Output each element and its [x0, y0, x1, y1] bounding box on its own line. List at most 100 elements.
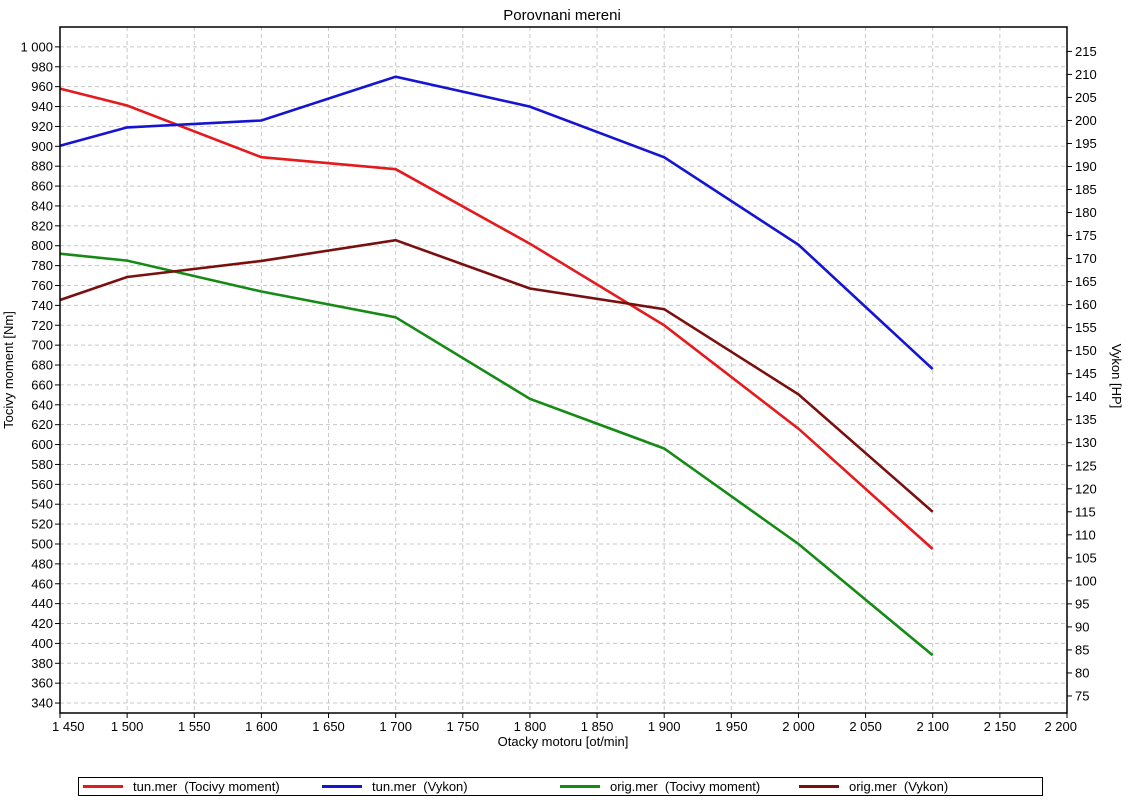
x-tick-label: 2 000: [782, 719, 815, 734]
series-line-4: [59, 238, 934, 513]
x-tick-label: 1 800: [514, 719, 547, 734]
y2-tick-label: 75: [1075, 688, 1089, 703]
chart-title: Porovnani mereni: [503, 7, 621, 24]
x-tick-label: 2 100: [916, 719, 949, 734]
legend-item: orig.mer (Vykon): [799, 778, 948, 795]
y-axis-right: 75 80 85 90 95 100 105 110 115 120 125 130 135 140 145…: [1067, 44, 1097, 703]
y-tick-label: 620: [31, 417, 53, 432]
x-tick-label: 2 050: [849, 719, 882, 734]
y2-tick-label: 150: [1075, 343, 1097, 358]
y-tick-label: 660: [31, 377, 53, 392]
y-tick-label: 800: [31, 238, 53, 253]
y2-tick-label: 205: [1075, 90, 1097, 105]
y2-tick-label: 215: [1075, 44, 1097, 59]
y2-tick-label: 160: [1075, 297, 1097, 312]
x-axis-title: Otacky motoru [ot/min]: [498, 734, 629, 749]
legend-item: tun.mer (Tocivy moment): [83, 778, 280, 795]
legend-swatch: [83, 785, 123, 788]
y2-tick-label: 95: [1075, 596, 1089, 611]
y2-tick-label: 140: [1075, 389, 1097, 404]
y2-tick-label: 125: [1075, 458, 1097, 473]
series-line-1: [59, 87, 934, 550]
legend-item: orig.mer (Tocivy moment): [560, 778, 760, 795]
y-tick-label: 340: [31, 696, 53, 711]
y-tick-label: 740: [31, 298, 53, 313]
y2-tick-label: 135: [1075, 412, 1097, 427]
y2-tick-label: 105: [1075, 550, 1097, 565]
y-tick-label: 900: [31, 139, 53, 154]
legend-swatch: [560, 785, 600, 788]
y-tick-label: 680: [31, 358, 53, 373]
legend: tun.mer (Tocivy moment) tun.mer (Vykon) or…: [78, 777, 1043, 796]
y-tick-label: 420: [31, 616, 53, 631]
y2-tick-label: 200: [1075, 113, 1097, 128]
y-axis-right-title: Vykon [HP]: [1109, 344, 1124, 409]
y2-tick-label: 85: [1075, 642, 1089, 657]
plot-area: [59, 26, 1068, 714]
y2-tick-label: 100: [1075, 573, 1097, 588]
x-tick-label: 1 600: [245, 719, 278, 734]
y2-tick-label: 115: [1075, 504, 1096, 519]
x-tick-label: 1 850: [581, 719, 614, 734]
y-tick-label: 1 000: [20, 39, 53, 54]
series-line-2: [59, 75, 934, 371]
y-tick-label: 500: [31, 536, 53, 551]
x-tick-label: 1 700: [379, 719, 412, 734]
series-line-3: [59, 252, 934, 657]
x-tick-label: 1 900: [648, 719, 681, 734]
y-tick-label: 380: [31, 656, 53, 671]
x-tick-label: 1 650: [312, 719, 345, 734]
x-tick-label: 1 450: [52, 719, 85, 734]
y-tick-label: 820: [31, 218, 53, 233]
x-tick-label: 1 750: [447, 719, 480, 734]
y2-tick-label: 195: [1075, 136, 1097, 151]
y-tick-label: 700: [31, 338, 53, 353]
legend-label: tun.mer (Tocivy moment): [133, 779, 280, 794]
y-tick-label: 720: [31, 318, 53, 333]
y-tick-label: 940: [31, 99, 53, 114]
y-tick-label: 460: [31, 576, 53, 591]
y-tick-label: 600: [31, 437, 53, 452]
y2-tick-label: 210: [1075, 67, 1097, 82]
y2-tick-label: 155: [1075, 320, 1097, 335]
grid: [59, 27, 1068, 713]
y2-tick-label: 175: [1075, 228, 1097, 243]
series-group: [59, 75, 934, 657]
y-tick-label: 400: [31, 636, 53, 651]
y2-tick-label: 90: [1075, 619, 1089, 634]
y-axis-left-title: Tocivy moment [Nm]: [1, 311, 16, 429]
y-tick-label: 860: [31, 179, 53, 194]
y-tick-label: 640: [31, 397, 53, 412]
x-tick-label: 1 550: [178, 719, 211, 734]
y-tick-label: 560: [31, 477, 53, 492]
y-tick-label: 540: [31, 497, 53, 512]
x-tick-label: 1 500: [111, 719, 144, 734]
x-tick-label: 2 150: [984, 719, 1017, 734]
y-tick-label: 960: [31, 79, 53, 94]
y-tick-label: 780: [31, 258, 53, 273]
y-tick-label: 520: [31, 517, 53, 532]
y2-tick-label: 165: [1075, 274, 1097, 289]
y-tick-label: 920: [31, 119, 53, 134]
y-tick-label: 840: [31, 198, 53, 213]
legend-swatch: [799, 785, 839, 788]
y-tick-label: 360: [31, 676, 53, 691]
y-tick-label: 440: [31, 596, 53, 611]
y-tick-label: 760: [31, 278, 53, 293]
legend-item: tun.mer (Vykon): [322, 778, 468, 795]
x-tick-label: 2 200: [1044, 719, 1077, 734]
y2-tick-label: 120: [1075, 481, 1097, 496]
y2-tick-label: 80: [1075, 665, 1089, 680]
y-axis-left: 340 360 380 400 420 440 460 480 500 520 540 560 580 6…: [20, 39, 60, 711]
y-tick-label: 480: [31, 556, 53, 571]
y2-tick-label: 130: [1075, 435, 1097, 450]
legend-swatch: [322, 785, 362, 788]
y2-tick-label: 170: [1075, 251, 1097, 266]
y-tick-label: 880: [31, 159, 53, 174]
y-tick-label: 580: [31, 457, 53, 472]
y2-tick-label: 180: [1075, 205, 1097, 220]
x-axis: 1 450 1 500 1 550 1 600 1 650 1 700 1 750 1 800…: [52, 713, 1077, 734]
y2-tick-label: 190: [1075, 159, 1097, 174]
y-tick-label: 980: [31, 59, 53, 74]
